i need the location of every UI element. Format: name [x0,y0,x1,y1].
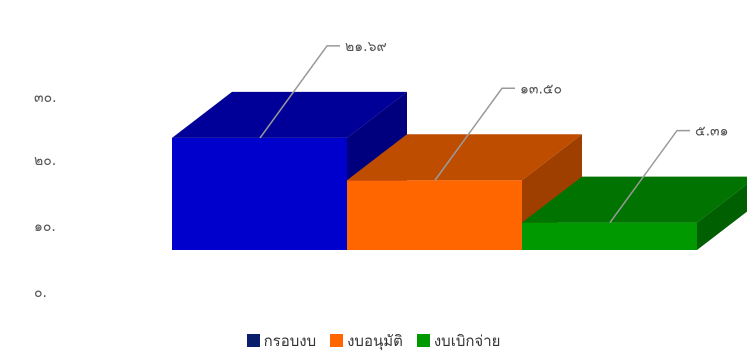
data-labels: ๒๑.๖๙ ๑๓.๕๐ ๕.๓๑ [345,39,729,140]
legend-label: กรอบงบ [263,331,317,350]
data-label: ๒๑.๖๙ [345,39,387,55]
y-tick-label: ๒๐. [34,153,56,169]
data-label: ๑๓.๕๐ [520,81,562,97]
bar-top-face [522,176,747,223]
y-tick-label: ๑๐. [34,219,56,235]
bar-top-face [347,134,582,181]
leader-line [259,45,340,139]
legend-label: งบอนุมัติ [347,331,403,350]
leader-line [434,87,515,181]
leader-lines-layer [259,45,690,224]
legend: กรอบงบ งบอนุมัติ งบเบิกจ่าย [0,330,747,351]
legend-item[interactable]: กรอบงบ [246,329,317,353]
bar-front-face [347,180,522,250]
bar-top-face [172,91,407,138]
y-axis: ๐. ๑๐. ๒๐. ๓๐. [34,90,57,301]
bar[interactable] [347,134,582,250]
y-tick-label: ๐. [34,285,47,301]
legend-swatch [330,334,344,347]
data-label: ๕.๓๑ [695,124,729,140]
bar-front-face [172,137,347,250]
bars-layer [172,91,747,250]
legend-label: งบเบิกจ่าย [433,331,501,350]
bar-side-face [697,184,747,250]
legend-item[interactable]: งบอนุมัติ [330,329,403,353]
bar-chart: ๐. ๑๐. ๒๐. ๓๐. ๒๑.๖๙ ๑๓.๕๐ ๕.๓๑ [34,39,747,301]
legend-swatch [246,334,260,347]
legend-item[interactable]: งบเบิกจ่าย [416,329,501,353]
bar-front-face [522,222,697,250]
y-tick-label: ๓๐. [34,90,57,106]
bar[interactable] [522,176,747,250]
leader-line [609,129,690,224]
legend-swatch [416,334,430,347]
